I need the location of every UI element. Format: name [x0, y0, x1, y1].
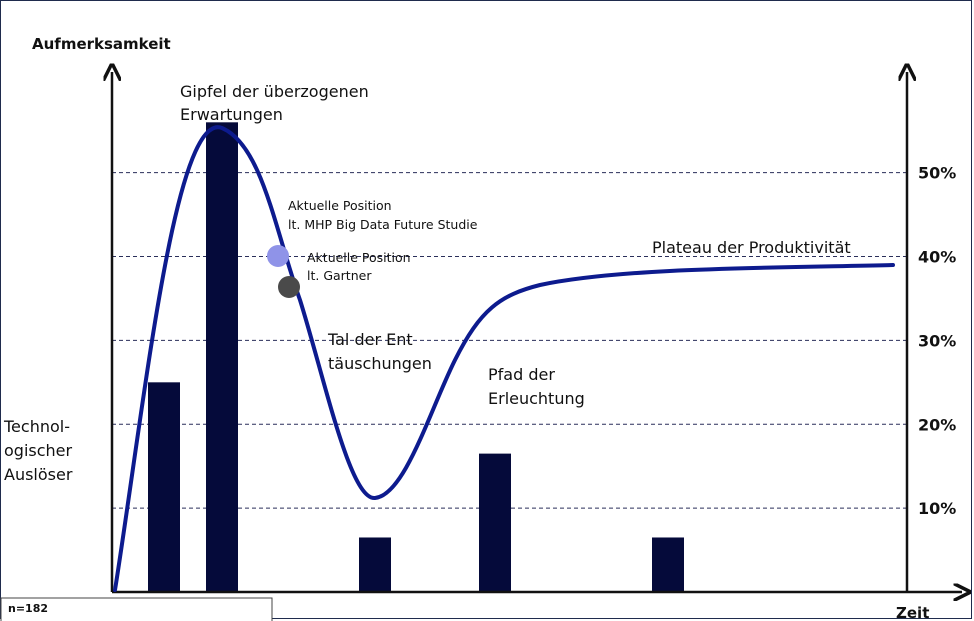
- tick-label-40: 40%: [918, 248, 956, 267]
- sample-size-label: n=182: [8, 602, 48, 615]
- bar-5: [652, 537, 684, 592]
- right-axis-ticks: 10% 20% 30% 40% 50%: [918, 164, 956, 518]
- marker-mhp-position: [267, 245, 289, 267]
- bar-2: [206, 122, 238, 593]
- hype-curve: [113, 125, 895, 592]
- marker-mhp-label: Aktuelle Position lt. MHP Big Data Futur…: [288, 198, 478, 232]
- marker-gartner-position: [278, 276, 300, 298]
- bar-1: [148, 382, 180, 592]
- bar-4: [479, 453, 511, 592]
- phase-trigger-label: Technol- ogischer Auslöser: [3, 417, 77, 484]
- tick-label-30: 30%: [918, 331, 956, 350]
- sample-size-box: [0, 597, 273, 621]
- phase-trough-label: Tal der Ent täuschungen: [327, 330, 432, 373]
- tick-label-10: 10%: [918, 499, 956, 518]
- tick-label-20: 20%: [918, 415, 956, 434]
- tick-label-50: 50%: [918, 164, 956, 183]
- phase-plateau-label: Plateau der Produktivität: [652, 238, 851, 257]
- bars: [148, 122, 684, 593]
- phase-slope-label: Pfad der Erleuchtung: [488, 365, 585, 408]
- phase-peak-label: Gipfel der überzogenen Erwartungen: [180, 82, 374, 124]
- x-axis-label: Zeit: [896, 604, 929, 621]
- y-axis-label: Aufmerksamkeit: [32, 35, 171, 53]
- marker-gartner-label: Aktuelle Position lt. Gartner: [307, 250, 415, 283]
- bar-3: [359, 537, 391, 592]
